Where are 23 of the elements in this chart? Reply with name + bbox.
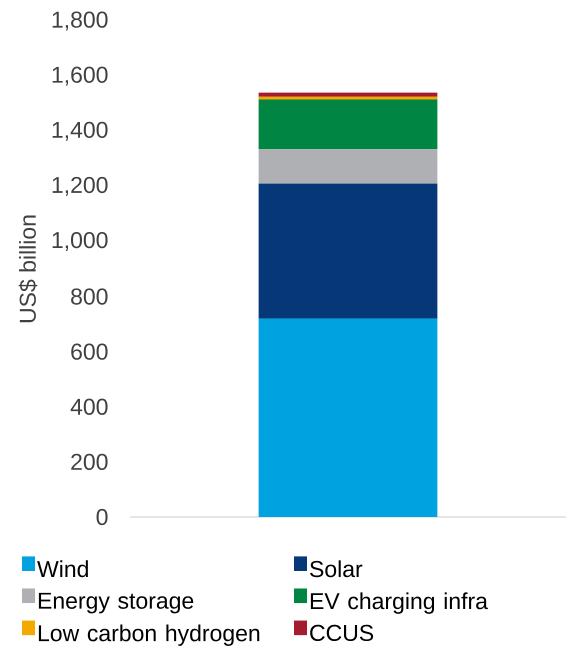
legend-label: Energy storage [38,592,194,614]
y-tick-label: 1,600 [52,66,108,86]
bar [258,149,438,184]
bar [258,92,438,97]
y-tick-label: 1,200 [52,176,108,196]
bar [258,184,438,319]
y-tick-label: 400 [70,398,108,415]
y-tick-label: 1,800 [52,12,108,31]
legend-label: CCUS [310,624,374,642]
y-tick-label: 1,400 [52,122,108,141]
bar [258,100,438,150]
y-axis-title: US$ billion [18,216,38,322]
legend-label: Solar [310,560,362,578]
y-tick-label: 1,000 [52,232,108,251]
y-tick-label: 0 [96,508,108,526]
legend-label: EV charging infra [310,592,488,614]
legend-label: Low carbon hydrogen [38,624,260,646]
bar [258,318,438,517]
legend-label: Wind [37,560,88,578]
bar [258,96,438,100]
y-tick-label: 800 [71,288,108,305]
y-tick-label: 600 [71,344,108,360]
y-tick-label: 200 [71,454,108,470]
